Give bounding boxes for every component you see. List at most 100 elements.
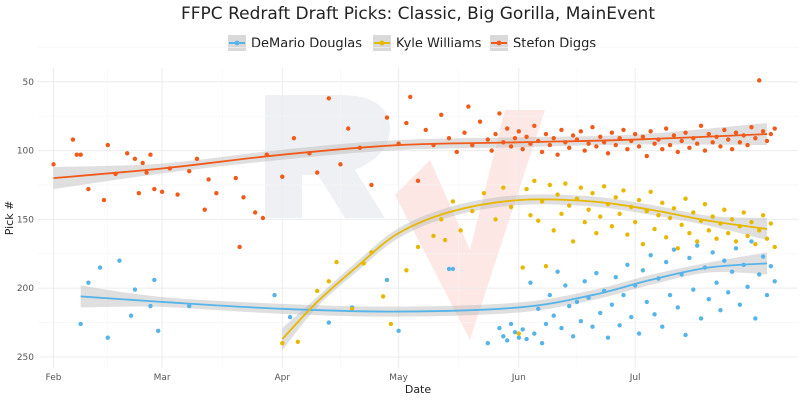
- data-point: [388, 321, 394, 327]
- data-point: [671, 206, 677, 211]
- data-point: [598, 134, 603, 140]
- data-point: [644, 153, 649, 159]
- data-point: [698, 316, 704, 321]
- data-point: [578, 129, 584, 134]
- data-point: [613, 274, 618, 280]
- data-point: [687, 145, 692, 151]
- data-point: [598, 310, 603, 316]
- data-point: [567, 303, 572, 309]
- data-point: [745, 142, 750, 148]
- data-point: [51, 162, 56, 167]
- data-point: [749, 239, 754, 244]
- data-point: [640, 268, 646, 273]
- data-point: [706, 131, 712, 137]
- data-point: [532, 178, 537, 184]
- legend-item: Kyle Williams: [373, 35, 482, 52]
- data-point: [136, 191, 142, 196]
- data-point: [512, 330, 518, 335]
- data-point: [570, 133, 576, 138]
- data-point: [559, 211, 564, 217]
- y-tick-label: 100: [17, 147, 34, 157]
- data-point: [477, 119, 483, 124]
- data-point: [733, 239, 739, 244]
- data-point: [504, 338, 510, 343]
- data-point: [555, 269, 560, 274]
- data-point: [714, 280, 719, 285]
- data-point: [551, 228, 556, 233]
- data-point: [187, 303, 192, 309]
- data-point: [772, 279, 777, 284]
- data-point: [570, 239, 576, 244]
- data-point: [458, 228, 463, 233]
- data-point: [563, 283, 568, 288]
- data-point: [710, 250, 715, 255]
- data-point: [295, 339, 300, 345]
- data-point: [663, 259, 669, 265]
- data-point: [660, 146, 665, 152]
- data-point: [70, 137, 76, 142]
- data-point: [722, 258, 727, 263]
- data-point: [415, 244, 421, 250]
- data-point: [532, 123, 537, 128]
- legend: DeMario Douglas Kyle Williams Stefon Diggs: [228, 35, 596, 52]
- data-point: [613, 195, 618, 200]
- data-point: [105, 142, 110, 148]
- confidence-band: [282, 194, 767, 351]
- y-tick-label: 150: [17, 215, 34, 225]
- x-tick-label: May: [389, 373, 408, 383]
- data-point: [632, 219, 638, 225]
- data-point: [369, 182, 374, 188]
- data-point: [516, 129, 522, 134]
- data-point: [621, 188, 626, 193]
- data-point: [629, 314, 634, 320]
- data-point: [539, 341, 545, 346]
- data-point: [504, 126, 510, 131]
- confidence-band: [80, 252, 767, 317]
- data-point: [605, 335, 611, 340]
- data-point: [675, 246, 680, 251]
- data-point: [687, 230, 692, 236]
- data-point: [691, 287, 696, 292]
- data-point: [760, 129, 766, 134]
- data-point: [760, 254, 766, 259]
- data-point: [764, 292, 770, 298]
- data-point: [439, 112, 444, 117]
- data-point: [644, 299, 649, 305]
- data-point: [485, 137, 490, 142]
- data-point: [493, 217, 498, 222]
- data-point: [768, 263, 774, 269]
- data-point: [396, 328, 401, 334]
- data-point: [694, 243, 700, 248]
- data-point: [446, 135, 452, 141]
- data-point: [691, 210, 696, 215]
- confidence-bands: [53, 123, 767, 351]
- data-point: [768, 221, 774, 226]
- x-tick-label: Jun: [511, 373, 526, 383]
- data-point: [625, 232, 630, 237]
- data-point: [326, 320, 332, 325]
- data-point: [702, 202, 708, 207]
- data-point: [632, 131, 638, 137]
- data-point: [384, 277, 390, 283]
- data-point: [764, 138, 770, 144]
- data-point: [753, 135, 758, 141]
- data-point: [636, 331, 642, 336]
- y-tick-label: 200: [17, 284, 34, 294]
- data-point: [260, 215, 266, 221]
- data-point: [512, 135, 518, 141]
- data-point: [714, 236, 719, 241]
- data-point: [667, 215, 673, 221]
- data-point: [683, 332, 688, 338]
- data-point: [404, 268, 409, 273]
- x-axis-ticks: Feb Mar Apr May Jun Jul: [46, 373, 641, 383]
- data-point: [450, 199, 456, 204]
- data-point: [74, 152, 79, 157]
- data-point: [636, 144, 642, 149]
- data-point: [757, 228, 762, 233]
- data-point: [757, 78, 762, 83]
- data-point: [648, 252, 653, 258]
- data-point: [536, 218, 541, 223]
- data-point: [660, 200, 665, 206]
- data-point: [497, 111, 502, 116]
